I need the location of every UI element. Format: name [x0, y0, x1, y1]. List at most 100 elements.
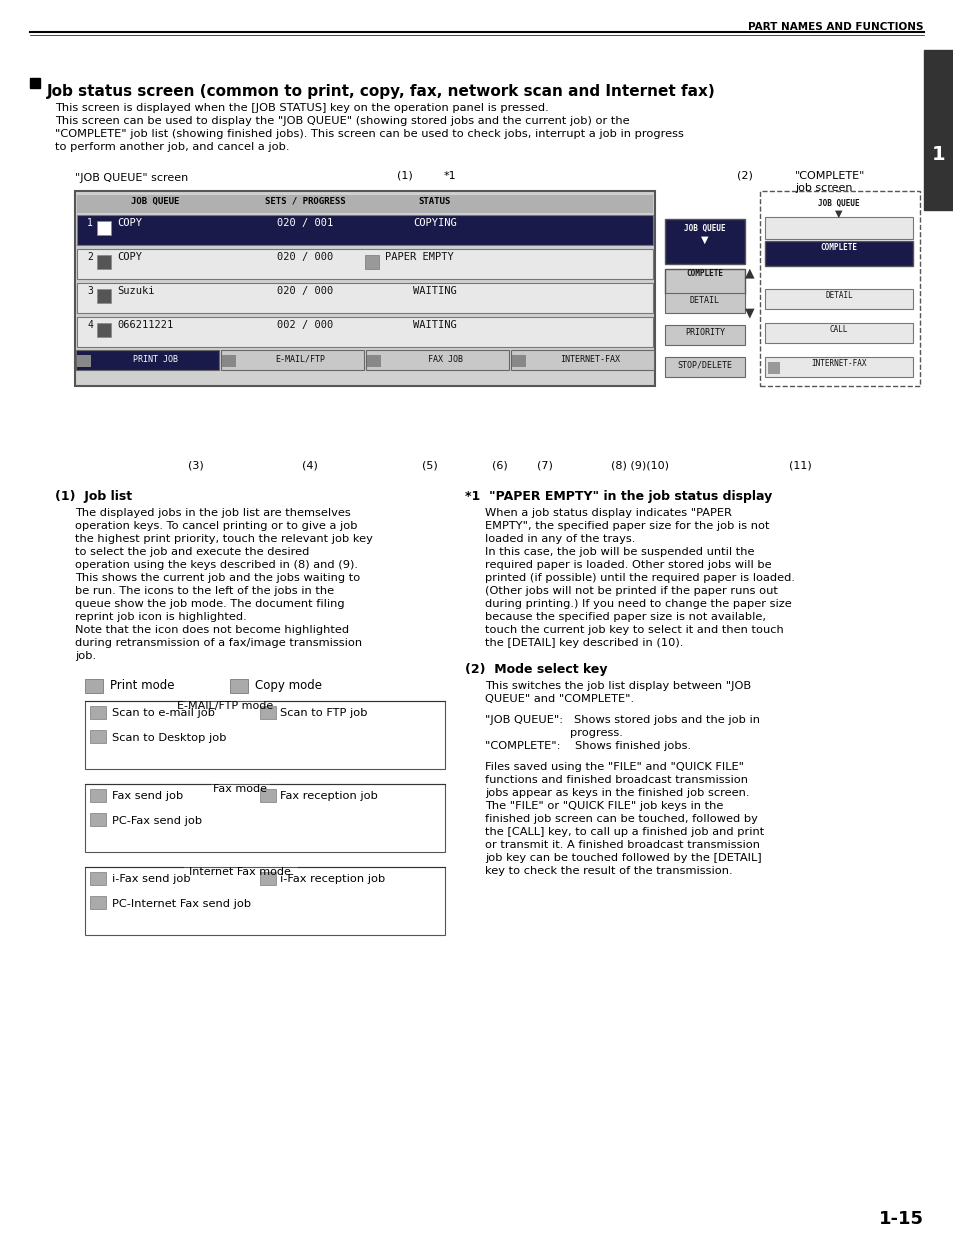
Bar [90, 872, 106, 885]
Bar [764, 217, 912, 240]
Text: DETAIL: DETAIL [689, 296, 720, 305]
Bar [511, 350, 654, 370]
Text: because the specified paper size is not available,: because the specified paper size is not … [484, 613, 765, 622]
Text: (7): (7) [537, 459, 553, 471]
Text: INTERNET-FAX: INTERNET-FAX [810, 359, 866, 368]
Text: functions and finished broadcast transmission: functions and finished broadcast transmi… [484, 776, 747, 785]
Text: job screen: job screen [794, 183, 852, 193]
Text: INTERNET-FAX: INTERNET-FAX [560, 354, 619, 364]
Text: the [DETAIL] key described in (10).: the [DETAIL] key described in (10). [484, 638, 682, 648]
Text: PC-Internet Fax send job: PC-Internet Fax send job [112, 899, 251, 909]
Text: PAPER EMPTY: PAPER EMPTY [385, 252, 454, 262]
Text: key to check the result of the transmission.: key to check the result of the transmiss… [484, 866, 732, 876]
Bar [221, 350, 364, 370]
Bar [77, 215, 652, 245]
Bar [260, 706, 275, 719]
Text: Internet Fax mode: Internet Fax mode [189, 867, 291, 877]
Text: ▼: ▼ [700, 235, 708, 245]
Text: ▲: ▲ [744, 266, 754, 279]
Text: (Other jobs will not be printed if the paper runs out: (Other jobs will not be printed if the p… [484, 585, 777, 597]
Text: DETAIL: DETAIL [824, 291, 852, 300]
Text: (4): (4) [302, 459, 317, 471]
Text: *1: *1 [443, 170, 456, 182]
Text: the highest print priority, touch the relevant job key: the highest print priority, touch the re… [75, 534, 373, 543]
Text: The displayed jobs in the job list are themselves: The displayed jobs in the job list are t… [75, 508, 351, 517]
Text: 002 / 000: 002 / 000 [276, 320, 333, 330]
Text: (1): (1) [396, 170, 413, 182]
Text: 020 / 000: 020 / 000 [276, 252, 333, 262]
Text: Scan to e-mail job: Scan to e-mail job [112, 708, 214, 718]
Text: The "FILE" or "QUICK FILE" job keys in the: The "FILE" or "QUICK FILE" job keys in t… [484, 802, 722, 811]
Text: Copy mode: Copy mode [254, 679, 322, 692]
Bar [764, 357, 912, 377]
Text: Fax mode: Fax mode [213, 784, 267, 794]
Bar [260, 872, 275, 885]
Text: WAITING: WAITING [413, 320, 456, 330]
Bar [923, 49, 953, 210]
Text: printed (if possible) until the required paper is loaded.: printed (if possible) until the required… [484, 573, 794, 583]
Bar [97, 254, 111, 269]
Bar [222, 354, 235, 367]
Text: operation using the keys described in (8) and (9).: operation using the keys described in (8… [75, 559, 357, 571]
Text: progress.: progress. [569, 727, 622, 739]
Text: PART NAMES AND FUNCTIONS: PART NAMES AND FUNCTIONS [748, 22, 923, 32]
Text: during retransmission of a fax/image transmission: during retransmission of a fax/image tra… [75, 638, 362, 648]
Text: "COMPLETE" job list (showing finished jobs). This screen can be used to check jo: "COMPLETE" job list (showing finished jo… [55, 128, 683, 140]
Text: or transmit it. A finished broadcast transmission: or transmit it. A finished broadcast tra… [484, 840, 760, 850]
Bar [77, 195, 652, 212]
Text: ▼: ▼ [744, 306, 754, 319]
Text: JOB QUEUE: JOB QUEUE [131, 198, 179, 206]
Bar [30, 78, 40, 88]
Bar [764, 289, 912, 309]
Text: required paper is loaded. Other stored jobs will be: required paper is loaded. Other stored j… [484, 559, 771, 571]
Bar [664, 357, 744, 377]
Bar [77, 354, 91, 367]
Text: E-MAIL/FTP: E-MAIL/FTP [275, 354, 325, 364]
Text: "COMPLETE":    Shows finished jobs.: "COMPLETE": Shows finished jobs. [484, 741, 690, 751]
Text: This screen is displayed when the [JOB STATUS] key on the operation panel is pre: This screen is displayed when the [JOB S… [55, 103, 548, 112]
Text: "JOB QUEUE" screen: "JOB QUEUE" screen [75, 173, 188, 183]
Text: i-Fax send job: i-Fax send job [112, 874, 191, 884]
Bar [664, 293, 744, 312]
Text: 1-15: 1-15 [878, 1210, 923, 1228]
Bar [764, 324, 912, 343]
Text: the [CALL] key, to call up a finished job and print: the [CALL] key, to call up a finished jo… [484, 827, 763, 837]
Text: job.: job. [75, 651, 96, 661]
Text: PRIORITY: PRIORITY [684, 329, 724, 337]
Text: CALL: CALL [829, 325, 847, 333]
Text: Job status screen (common to print, copy, fax, network scan and Internet fax): Job status screen (common to print, copy… [47, 84, 715, 99]
Text: (3): (3) [188, 459, 204, 471]
Text: This shows the current job and the jobs waiting to: This shows the current job and the jobs … [75, 573, 360, 583]
Text: Scan to FTP job: Scan to FTP job [280, 708, 367, 718]
Text: 3: 3 [87, 287, 92, 296]
Text: "JOB QUEUE":   Shows stored jobs and the job in: "JOB QUEUE": Shows stored jobs and the j… [484, 715, 760, 725]
Bar [764, 241, 912, 266]
Text: EMPTY", the specified paper size for the job is not: EMPTY", the specified paper size for the… [484, 521, 769, 531]
Text: Suzuki: Suzuki [117, 287, 154, 296]
Text: to select the job and execute the desired: to select the job and execute the desire… [75, 547, 309, 557]
Bar [664, 325, 744, 345]
Text: COPY: COPY [117, 219, 142, 228]
Text: (2): (2) [737, 170, 752, 182]
Bar [90, 730, 106, 743]
Text: This screen can be used to display the "JOB QUEUE" (showing stored jobs and the : This screen can be used to display the "… [55, 116, 629, 126]
Bar [97, 289, 111, 303]
Bar [260, 789, 275, 802]
Text: Print mode: Print mode [110, 679, 174, 692]
Text: i-Fax reception job: i-Fax reception job [280, 874, 385, 884]
Text: (1)  Job list: (1) Job list [55, 490, 132, 503]
Text: COMPLETE: COMPLETE [820, 243, 857, 252]
Text: Files saved using the "FILE" and "QUICK FILE": Files saved using the "FILE" and "QUICK … [484, 762, 743, 772]
Text: Fax send job: Fax send job [112, 790, 183, 802]
Text: 1: 1 [931, 146, 944, 164]
Text: 2: 2 [87, 252, 92, 262]
Text: (2)  Mode select key: (2) Mode select key [464, 663, 607, 676]
Bar [767, 362, 780, 374]
Text: ▼: ▼ [835, 209, 841, 219]
Bar [77, 317, 652, 347]
Text: operation keys. To cancel printing or to give a job: operation keys. To cancel printing or to… [75, 521, 357, 531]
Bar [75, 191, 655, 387]
Text: 066211221: 066211221 [117, 320, 173, 330]
Bar [85, 701, 444, 769]
Text: STATUS: STATUS [418, 198, 451, 206]
